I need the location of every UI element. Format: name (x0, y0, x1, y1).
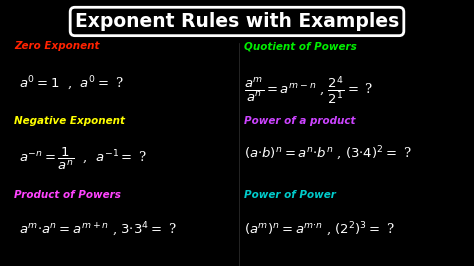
Text: $a^{-n}=\dfrac{1}{a^n}$  ,  $a^{-1}=$ ?: $a^{-n}=\dfrac{1}{a^n}$ , $a^{-1}=$ ? (19, 145, 147, 172)
Text: Negative Exponent: Negative Exponent (14, 116, 125, 126)
Text: Power of Power: Power of Power (244, 190, 336, 200)
Text: $(a^m)^n=a^{m{\cdot}n}$ , $(2^2)^3=$ ?: $(a^m)^n=a^{m{\cdot}n}$ , $(2^2)^3=$ ? (244, 221, 395, 239)
Text: Quotient of Powers: Quotient of Powers (244, 41, 357, 51)
Text: Exponent Rules with Examples: Exponent Rules with Examples (75, 12, 399, 31)
Text: $(a{\cdot}b)^n=a^n{\cdot}b^n$ , $(3{\cdot}4)^2=$ ?: $(a{\cdot}b)^n=a^n{\cdot}b^n$ , $(3{\cdo… (244, 145, 412, 163)
Text: $\dfrac{a^m}{a^n}=a^{m-n}$ , $\dfrac{2^4}{2^1}=$ ?: $\dfrac{a^m}{a^n}=a^{m-n}$ , $\dfrac{2^4… (244, 74, 374, 106)
Text: Product of Powers: Product of Powers (14, 190, 121, 200)
Text: Zero Exponent: Zero Exponent (14, 41, 100, 51)
Text: $a^0=1$  ,  $a^0=$ ?: $a^0=1$ , $a^0=$ ? (19, 74, 124, 93)
Text: $a^m{\cdot}a^n=a^{m+n}$ , $3{\cdot}3^4=$ ?: $a^m{\cdot}a^n=a^{m+n}$ , $3{\cdot}3^4=$… (19, 221, 177, 239)
Text: Power of a product: Power of a product (244, 116, 356, 126)
